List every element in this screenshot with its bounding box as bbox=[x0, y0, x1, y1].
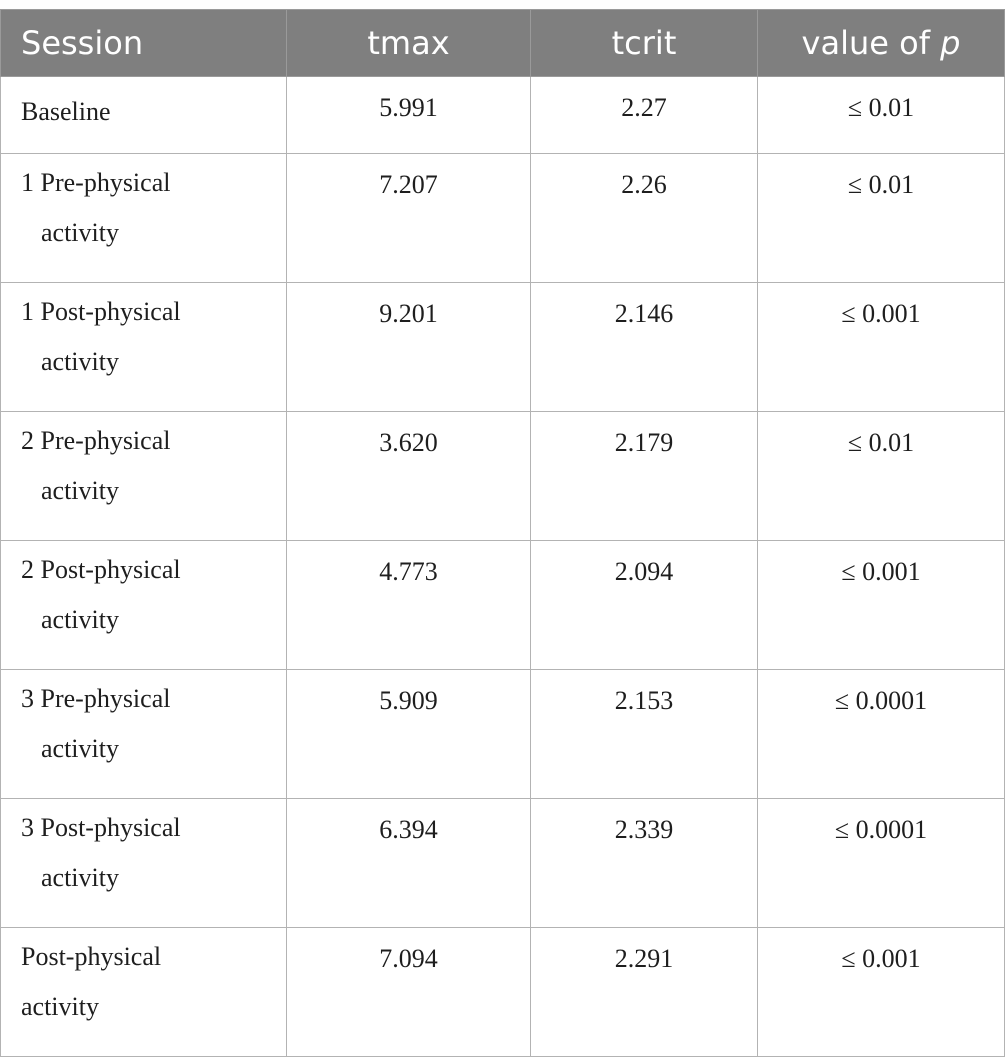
header-tcrit: tcrit bbox=[530, 9, 758, 77]
results-table: Session tmax tcrit value of p Baseline 5… bbox=[0, 9, 1005, 1057]
header-p-value-prefix: value of bbox=[801, 24, 941, 62]
header-tmax: tmax bbox=[286, 9, 531, 77]
tcrit-cell: 2.339 bbox=[530, 798, 758, 928]
table-row: 3 Post-physical activity 6.394 2.339 ≤ 0.… bbox=[0, 798, 1005, 928]
session-line-2: activity bbox=[41, 605, 119, 634]
header-session: Session bbox=[0, 9, 287, 77]
session-line-1: 2 Post-physical bbox=[21, 555, 181, 584]
table-row: Post-physical activity 7.094 2.291 ≤ 0.00… bbox=[0, 927, 1005, 1057]
tcrit-cell: 2.179 bbox=[530, 411, 758, 541]
table-row: 1 Post-physical activity 9.201 2.146 ≤ 0.… bbox=[0, 282, 1005, 412]
p-value-cell: ≤ 0.01 bbox=[757, 153, 1005, 283]
tcrit-cell: 2.26 bbox=[530, 153, 758, 283]
session-line-1: 3 Pre-physical bbox=[21, 684, 171, 713]
tcrit-cell: 2.291 bbox=[530, 927, 758, 1057]
session-line-1: 3 Post-physical bbox=[21, 813, 181, 842]
p-value-cell: ≤ 0.001 bbox=[757, 927, 1005, 1057]
session-line-2: activity bbox=[41, 347, 119, 376]
session-line-2: activity bbox=[21, 992, 99, 1021]
session-cell: Post-physical activity bbox=[0, 927, 287, 1057]
header-p-value-symbol: p bbox=[940, 24, 961, 62]
tmax-cell: 5.991 bbox=[286, 76, 531, 154]
session-line-1: Baseline bbox=[21, 97, 111, 126]
tcrit-cell: 2.27 bbox=[530, 76, 758, 154]
tmax-cell: 7.207 bbox=[286, 153, 531, 283]
session-cell: 3 Post-physical activity bbox=[0, 798, 287, 928]
p-value-cell: ≤ 0.01 bbox=[757, 411, 1005, 541]
session-line-2: activity bbox=[41, 218, 119, 247]
table-row: Baseline 5.991 2.27 ≤ 0.01 bbox=[0, 76, 1005, 154]
session-cell: 2 Pre-physical activity bbox=[0, 411, 287, 541]
session-cell: 3 Pre-physical activity bbox=[0, 669, 287, 799]
tcrit-cell: 2.153 bbox=[530, 669, 758, 799]
session-line-1: 1 Post-physical bbox=[21, 297, 181, 326]
session-line-1: 1 Pre-physical bbox=[21, 168, 171, 197]
tmax-cell: 9.201 bbox=[286, 282, 531, 412]
session-cell: Baseline bbox=[0, 76, 287, 154]
session-cell: 2 Post-physical activity bbox=[0, 540, 287, 670]
table-row: 2 Pre-physical activity 3.620 2.179 ≤ 0.0… bbox=[0, 411, 1005, 541]
table-row: 2 Post-physical activity 4.773 2.094 ≤ 0.… bbox=[0, 540, 1005, 670]
p-value-cell: ≤ 0.01 bbox=[757, 76, 1005, 154]
tcrit-cell: 2.094 bbox=[530, 540, 758, 670]
header-p-value: value of p bbox=[757, 9, 1005, 77]
tmax-cell: 4.773 bbox=[286, 540, 531, 670]
p-value-cell: ≤ 0.001 bbox=[757, 282, 1005, 412]
session-cell: 1 Post-physical activity bbox=[0, 282, 287, 412]
session-line-1: 2 Pre-physical bbox=[21, 426, 171, 455]
tmax-cell: 3.620 bbox=[286, 411, 531, 541]
tmax-cell: 7.094 bbox=[286, 927, 531, 1057]
session-line-1: Post-physical bbox=[21, 942, 162, 971]
p-value-cell: ≤ 0.0001 bbox=[757, 669, 1005, 799]
session-line-2: activity bbox=[41, 734, 119, 763]
header-row: Session tmax tcrit value of p bbox=[0, 9, 1005, 77]
tcrit-cell: 2.146 bbox=[530, 282, 758, 412]
session-cell: 1 Pre-physical activity bbox=[0, 153, 287, 283]
session-line-2: activity bbox=[41, 863, 119, 892]
session-line-2: activity bbox=[41, 476, 119, 505]
tmax-cell: 6.394 bbox=[286, 798, 531, 928]
table-row: 1 Pre-physical activity 7.207 2.26 ≤ 0.01 bbox=[0, 153, 1005, 283]
table-row: 3 Pre-physical activity 5.909 2.153 ≤ 0.0… bbox=[0, 669, 1005, 799]
p-value-cell: ≤ 0.0001 bbox=[757, 798, 1005, 928]
p-value-cell: ≤ 0.001 bbox=[757, 540, 1005, 670]
tmax-cell: 5.909 bbox=[286, 669, 531, 799]
